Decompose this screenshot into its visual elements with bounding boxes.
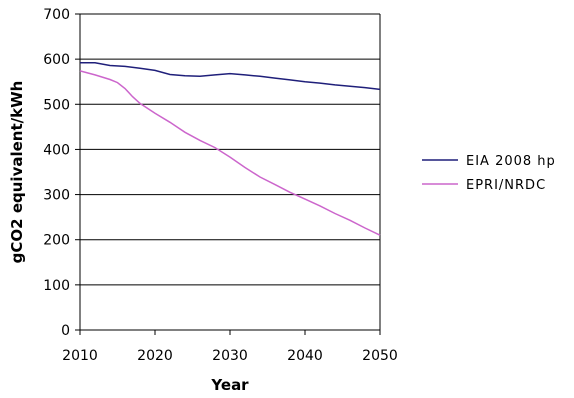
y-tick-label: 400 [43,142,70,158]
x-tick-label: 2020 [137,348,173,364]
series-line-1 [79,70,381,236]
legend-label-1: EPRI/NRDC [466,178,546,193]
axes [75,13,381,335]
x-tick-labels: 2010 2020 2030 2040 2050 [62,348,398,364]
x-tick-label: 2040 [287,348,323,364]
y-tick-label: 500 [43,97,70,113]
x-tick-label: 2030 [212,348,248,364]
y-tick-label: 700 [43,7,70,23]
y-tick-label: 100 [43,278,70,294]
y-tick-label: 600 [43,52,70,68]
x-axis-title: Year [210,376,249,394]
gridlines [80,13,380,286]
y-tick-label: 300 [43,188,70,204]
legend-label-0: EIA 2008 hp [466,154,556,169]
series-line-0 [80,62,381,91]
y-tick-label: 0 [61,323,70,339]
x-tick-label: 2050 [362,348,398,364]
legend: EIA 2008 hp EPRI/NRDC [422,154,556,193]
x-tick-label: 2010 [62,348,98,364]
y-tick-labels: 0 100 200 300 400 500 600 700 [43,7,70,339]
series-lines [79,62,381,236]
y-tick-label: 200 [43,233,70,249]
y-axis-title: gCO2 equivalent/kWh [8,81,26,264]
